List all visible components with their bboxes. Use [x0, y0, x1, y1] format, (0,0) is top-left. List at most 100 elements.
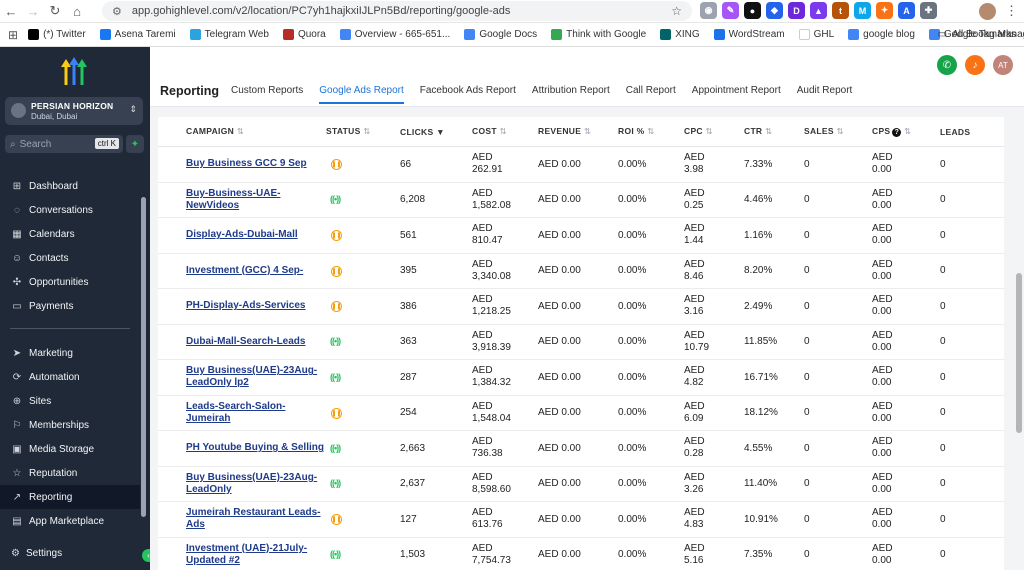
campaign-link[interactable]: Display-Ads-Dubai-Mall	[186, 229, 298, 241]
campaign-link[interactable]: Investment (GCC) 4 Sep-	[186, 264, 304, 276]
location-switcher[interactable]: PERSIAN HORIZON Dubai, Dubai ⇕	[5, 97, 143, 125]
diamond-extension-icon[interactable]: ◆	[766, 2, 783, 19]
all-bookmarks[interactable]: ▭ All Bookmarks	[937, 29, 1016, 40]
tab-audit-report[interactable]: Audit Report	[796, 85, 853, 96]
camera-extension-icon[interactable]: ◉	[700, 2, 717, 19]
sort-icon[interactable]: ⇅	[644, 126, 655, 136]
column-header-revenue[interactable]: REVENUE ⇅	[538, 126, 618, 137]
sidebar-item-payments[interactable]: ▭ Payments	[0, 294, 140, 318]
forward-icon[interactable]: →	[26, 3, 40, 19]
bookmark-item[interactable]: Overview - 665-651...	[339, 29, 450, 40]
campaign-link[interactable]: Dubai-Mall-Search-Leads	[186, 335, 306, 347]
tab-call-report[interactable]: Call Report	[625, 85, 676, 96]
puzzle-extension-icon[interactable]: ✚	[920, 2, 937, 19]
bookmark-star-icon[interactable]: ☆	[671, 4, 682, 18]
sidebar-item-settings[interactable]: ⚙ Settings	[11, 548, 63, 559]
cpc-cell: AED 0.25	[684, 188, 744, 212]
reload-icon[interactable]: ↻	[49, 3, 61, 18]
tag-extension-icon[interactable]: ▲	[810, 2, 827, 19]
campaign-link[interactable]: PH Youtube Buying & Selling	[186, 442, 324, 454]
campaign-link[interactable]: Investment (UAE)-21July-Updated #2	[186, 542, 308, 566]
campaign-link[interactable]: Buy Business(UAE)-23Aug-LeadOnly lp2	[186, 365, 318, 389]
sort-icon[interactable]: ⇅	[901, 126, 912, 136]
sort-icon[interactable]: ⇅	[581, 126, 592, 136]
sidebar-item-reporting[interactable]: ↗ Reporting	[0, 485, 140, 509]
ai-spark-button[interactable]: ✦	[126, 135, 144, 153]
tab-google-ads-report[interactable]: Google Ads Report	[319, 85, 404, 104]
m-extension-icon[interactable]: M	[854, 2, 871, 19]
bookmark-item[interactable]: (*) Twitter	[28, 29, 86, 40]
bookmark-item[interactable]: Think with Google	[551, 29, 646, 40]
sidebar-search[interactable]: ⌕ Search ctrl K	[5, 135, 123, 153]
user-avatar[interactable]: AT	[993, 55, 1013, 75]
help-icon[interactable]: ?	[892, 128, 902, 137]
bookmark-item[interactable]: Google Docs	[464, 29, 537, 40]
site-settings-icon[interactable]: ⚙	[112, 5, 122, 18]
tab-appointment-report[interactable]: Appointment Report	[691, 85, 781, 96]
sidebar-item-memberships[interactable]: ⚐ Memberships	[0, 413, 140, 437]
campaign-link[interactable]: Leads-Search-Salon-Jumeirah	[186, 400, 286, 424]
column-header-ctr[interactable]: CTR ⇅	[744, 126, 804, 137]
sidebar-item-contacts[interactable]: ☺ Contacts	[0, 246, 140, 270]
sort-icon[interactable]: ⇅	[360, 126, 371, 136]
bookmark-item[interactable]: GHL	[798, 29, 834, 40]
sidebar-item-media-storage[interactable]: ▣ Media Storage	[0, 437, 140, 461]
sidebar-item-calendars[interactable]: ▦ Calendars	[0, 222, 140, 246]
campaign-link[interactable]: Buy-Business-UAE-NewVideos	[186, 187, 281, 211]
bookmark-item[interactable]: google blog	[848, 29, 915, 40]
campaign-link[interactable]: Buy Business GCC 9 Sep	[186, 158, 307, 170]
notifications-bell-button[interactable]: ♪	[965, 55, 985, 75]
column-header-cpc[interactable]: CPC ⇅	[684, 126, 744, 137]
tab-custom-reports[interactable]: Custom Reports	[231, 85, 304, 96]
column-header-leads[interactable]: LEADS	[940, 127, 990, 137]
column-header-roi[interactable]: ROI % ⇅	[618, 126, 684, 137]
sidebar-item-automation[interactable]: ⟳ Automation	[0, 365, 140, 389]
bookmark-item[interactable]: XING	[660, 29, 700, 40]
bookmark-item[interactable]: Telegram Web	[189, 29, 269, 40]
sort-icon[interactable]: ⇅	[833, 126, 844, 136]
column-header-cps[interactable]: CPS? ⇅	[872, 126, 940, 137]
bookmark-item[interactable]: Asena Taremi	[99, 29, 176, 40]
column-header-cost[interactable]: COST ⇅	[472, 126, 538, 137]
column-header-campaign[interactable]: CAMPAIGN ⇅	[158, 126, 326, 137]
campaign-link[interactable]: PH-Display-Ads-Services	[186, 300, 306, 312]
sort-icon[interactable]: ⇅	[762, 126, 773, 136]
sidebar-item-conversations[interactable]: ◌ Conversations	[0, 198, 140, 222]
address-bar[interactable]: ⚙ app.gohighlevel.com/v2/location/PC7yh1…	[102, 1, 692, 21]
sort-icon[interactable]: ⇅	[702, 126, 713, 136]
bookmark-item[interactable]: WordStream	[713, 29, 785, 40]
column-header-sales[interactable]: SALES ⇅	[804, 126, 872, 137]
sidebar-item-marketing[interactable]: ➤ Marketing	[0, 341, 140, 365]
sidebar-item-reputation[interactable]: ☆ Reputation	[0, 461, 140, 485]
column-header-status[interactable]: STATUS ⇅	[326, 126, 400, 137]
pen-extension-icon[interactable]: ✎	[722, 2, 739, 19]
tab-attribution-report[interactable]: Attribution Report	[531, 85, 610, 96]
bookmark-item[interactable]: Google Tag Manager	[928, 29, 1024, 40]
main-scrollbar[interactable]	[1016, 273, 1022, 433]
back-icon[interactable]: ←	[4, 3, 18, 19]
tab-facebook-ads-report[interactable]: Facebook Ads Report	[419, 85, 516, 96]
sort-desc-icon[interactable]: ▼	[433, 126, 445, 137]
browser-menu-icon[interactable]: ⋮	[1005, 3, 1018, 18]
sort-icon[interactable]: ⇅	[496, 126, 507, 136]
d-extension-icon[interactable]: D	[788, 2, 805, 19]
a-extension-icon[interactable]: A	[898, 2, 915, 19]
sidebar-item-opportunities[interactable]: ✣ Opportunities	[0, 270, 140, 294]
fox-extension-icon[interactable]: ✦	[876, 2, 893, 19]
campaign-link[interactable]: Jumeirah Restaurant Leads-Ads	[186, 507, 321, 531]
phone-button[interactable]: ✆	[937, 55, 957, 75]
bookmark-item[interactable]: Quora	[282, 29, 326, 40]
profile-avatar-icon[interactable]	[979, 3, 996, 20]
column-header-clicks[interactable]: CLICKS ▼	[400, 127, 472, 137]
sidebar-item-dashboard[interactable]: ⊞ Dashboard	[0, 174, 140, 198]
sort-icon[interactable]: ⇅	[234, 126, 245, 136]
home-icon[interactable]: ⌂	[73, 3, 81, 19]
sidebar-item-app-marketplace[interactable]: ▤ App Marketplace	[0, 509, 140, 533]
campaign-link[interactable]: Buy Business(UAE)-23Aug-LeadOnly	[186, 471, 318, 495]
sidebar-item-sites[interactable]: ⊕ Sites	[0, 389, 140, 413]
title-extension-icon[interactable]: t	[832, 2, 849, 19]
cost-cell-value: 7,754.73	[472, 554, 511, 566]
sidebar-scrollbar[interactable]	[141, 197, 146, 517]
apps-grid-icon[interactable]: ⊞	[8, 27, 19, 42]
dark-extension-icon[interactable]: ●	[744, 2, 761, 19]
